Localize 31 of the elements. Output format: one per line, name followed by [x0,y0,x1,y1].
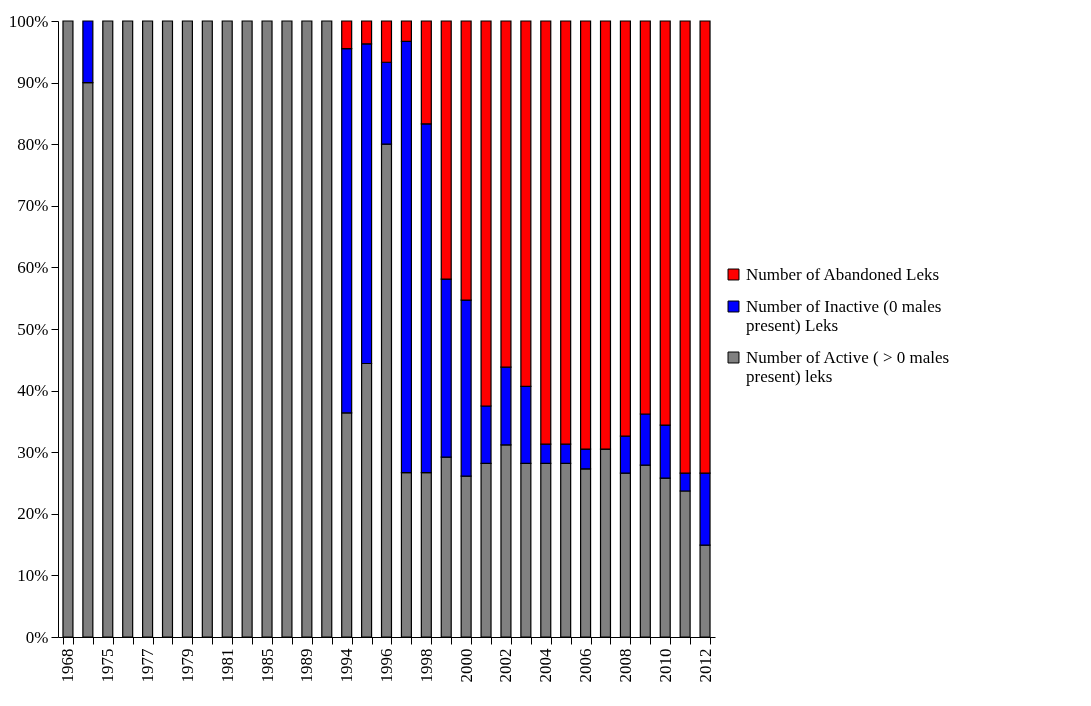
y-tick-label: 80% [17,134,49,154]
x-tick-label: 2008 [615,648,635,683]
x-tick-label: 1996 [377,648,396,683]
y-tick-label: 100% [8,11,49,31]
x-tick-label: 1968 [58,648,78,683]
legend-label: Number of Abandoned Leks [746,264,940,284]
x-tick-label: 2010 [655,648,675,683]
x-tick-label: 1979 [177,648,197,683]
x-tick-label: 1989 [297,648,317,683]
y-tick-label: 40% [17,381,49,401]
y-tick-label: 20% [17,504,49,524]
legend-label: Number of Inactive (0 males present) Leks [746,296,942,335]
x-tick-label: 1981 [217,648,237,683]
y-tick-label: 90% [17,73,49,93]
x-tick-label: 1994 [337,648,357,683]
x-tick-label: 1998 [416,648,436,683]
x-tick-label: 1975 [98,648,118,683]
y-tick-label: 10% [17,565,49,585]
x-tick-label: 2004 [536,648,556,683]
y-tick-label: 50% [17,319,49,339]
x-tick-label: 2002 [496,648,516,683]
x-tick-label: 1977 [138,648,158,683]
x-tick-label: 2000 [456,648,476,683]
x-tick-label: 2006 [576,648,596,683]
y-tick-label: 0% [25,627,49,647]
x-tick-label: 2012 [695,648,715,683]
y-tick-label: 70% [17,196,49,216]
legend-label: Number of Active ( > 0 males present) leks [746,347,950,386]
x-tick-label: 1985 [257,648,277,683]
y-tick-label: 60% [17,257,49,277]
y-tick-label: 30% [17,442,49,462]
